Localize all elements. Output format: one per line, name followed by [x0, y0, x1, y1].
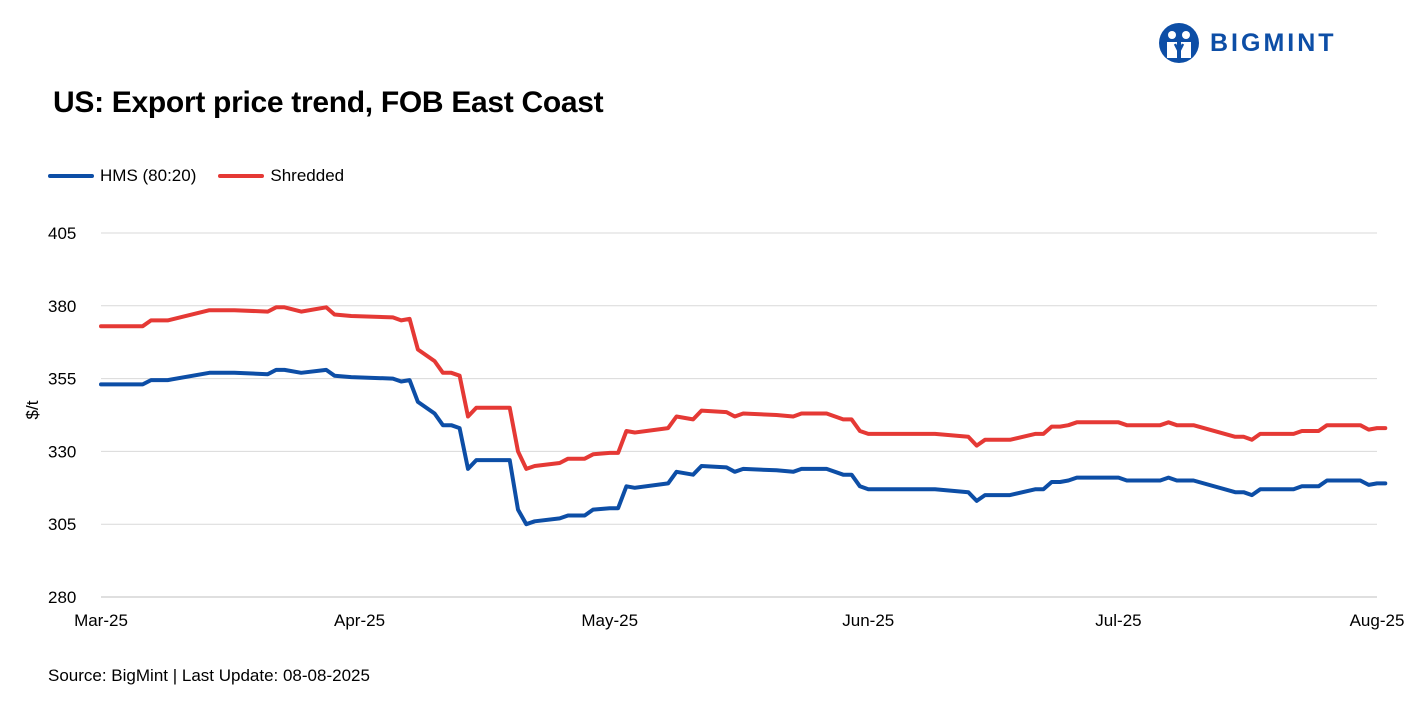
y-tick-label: 305 — [48, 515, 76, 534]
x-tick-label: Apr-25 — [334, 611, 385, 630]
y-tick-label: 380 — [48, 297, 76, 316]
legend-item-shredded: Shredded — [218, 166, 344, 186]
x-tick-label: Jun-25 — [842, 611, 894, 630]
x-tick-label: May-25 — [581, 611, 638, 630]
x-tick-label: Mar-25 — [74, 611, 128, 630]
chart-legend: HMS (80:20) Shredded — [48, 166, 366, 186]
series-line-shredded — [99, 305, 1388, 471]
y-tick-label: 330 — [48, 442, 76, 461]
y-tick-label: 355 — [48, 370, 76, 389]
chart-title: US: Export price trend, FOB East Coast — [53, 86, 604, 119]
y-axis-ticks: 280 305 330 355 380 405 — [48, 224, 76, 607]
x-axis-ticks: Mar-25 Apr-25 May-25 Jun-25 Jul-25 Aug-25 — [74, 611, 1404, 630]
series-line-hms — [99, 367, 1388, 527]
y-tick-label: 280 — [48, 588, 76, 607]
legend-label-shredded: Shredded — [270, 166, 345, 185]
legend-swatch-shredded — [218, 174, 265, 178]
source-note: Source: BigMint | Last Update: 08-08-202… — [48, 666, 370, 685]
legend-swatch-hms — [48, 174, 94, 178]
x-tick-label: Jul-25 — [1095, 611, 1141, 630]
logo-text: BIGMINT — [1210, 28, 1337, 57]
y-axis-label: $/t — [23, 400, 42, 419]
gridlines — [101, 232, 1377, 598]
bigmint-logo-icon — [1159, 23, 1199, 63]
legend-label-hms: HMS (80:20) — [100, 166, 197, 185]
y-tick-label: 405 — [48, 224, 76, 243]
bigmint-logo: BIGMINT — [1158, 20, 1337, 66]
x-tick-label: Aug-25 — [1350, 611, 1405, 630]
series-lines — [99, 305, 1388, 527]
legend-item-hms: HMS (80:20) — [48, 166, 196, 186]
